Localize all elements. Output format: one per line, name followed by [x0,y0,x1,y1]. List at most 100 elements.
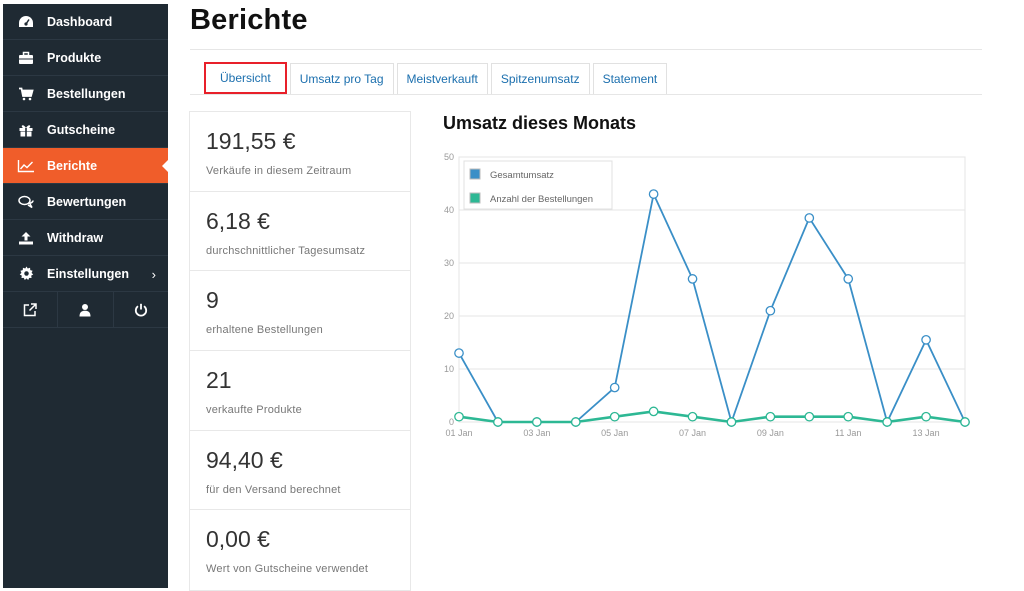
tab-meistverkauft[interactable]: Meistverkauft [396,63,488,94]
sidebar-item-label: Bestellungen [47,86,126,101]
y-tick-label: 0 [449,417,454,427]
x-tick-label: 03 Jan [523,428,550,438]
data-point [454,348,464,358]
stat-label: verkaufte Produkte [206,404,302,417]
cart-icon [17,85,35,103]
stat-label: Verkäufe in diesem Zeitraum [206,165,352,177]
stat-card: 0,00 € Wert von Gutscheine verwendet [190,510,410,590]
x-tick-label: 09 Jan [757,428,784,438]
data-point [882,417,893,427]
x-tick-label: 13 Jan [913,428,940,438]
data-point [960,417,970,427]
data-point [921,411,931,422]
sidebar: Dashboard Produkte Bestellungen Gutschei… [3,4,169,588]
legend-label: Gesamtumsatz [490,170,554,181]
data-point [765,411,776,422]
y-tick-label: 50 [444,152,454,162]
y-tick-label: 20 [444,311,454,321]
sidebar-item-produkte[interactable]: Produkte [3,40,168,76]
line-chart-icon [17,157,35,175]
sidebar-item-label: Produkte [47,50,102,65]
stat-card: 94,40 € für den Versand berechnet [190,431,410,511]
stat-card: 6,18 € durchschnittlicher Tagesumsatz [190,192,410,272]
data-point [609,411,620,422]
sidebar-item-gutscheine[interactable]: Gutscheine [3,112,168,148]
gift-icon [17,121,35,139]
legend-box [463,160,613,210]
stat-value: 94,40 € [206,446,283,473]
data-point [726,417,737,427]
tab-uebersicht[interactable]: Übersicht [204,62,287,94]
stat-card: 9 erhaltene Bestellungen [190,271,410,352]
tab-umsatz-pro-tag[interactable]: Umsatz pro Tag [289,63,394,94]
x-tick-label: 11 Jan [835,428,861,438]
sidebar-item-label: Dashboard [47,14,113,29]
stat-value: 191,55 € [206,128,296,154]
sidebar-item-label: Berichte [47,158,98,173]
sales-line-chart: 0 10 20 30 40 50 01 Jan 03 Jan 05 Jan 07 Jan 09 Ja… [444,152,970,438]
stat-card: 191,55 € Verkäufe in diesem Zeitraum [190,112,410,192]
x-tick-label: 07 Jan [679,428,706,438]
comments-icon [17,193,35,211]
divider [190,94,982,95]
x-tick-label: 05 Jan [601,428,628,438]
data-point [609,382,620,393]
sidebar-item-label: Bewertungen [47,194,127,209]
legend-swatch [469,168,481,180]
data-point [843,411,854,422]
data-point [570,417,581,427]
stat-card: 21 verkaufte Produkte [190,351,410,431]
briefcase-icon [17,49,35,67]
report-tabs: Übersicht Umsatz pro Tag Meistverkauft S… [204,62,670,94]
divider [190,49,982,50]
page-title: Berichte [190,4,308,36]
stat-value: 9 [206,287,219,314]
x-tick-label: 01 Jan [445,428,472,438]
data-point [648,189,659,199]
data-point [765,305,776,316]
gear-icon [17,265,35,283]
data-point [687,411,698,422]
chart-title: Umsatz dieses Monats [443,113,637,133]
series-line [458,191,966,426]
stat-label: Wert von Gutscheine verwendet [206,563,369,576]
sidebar-item-berichte[interactable]: Berichte [3,148,169,184]
data-point [493,417,503,427]
sidebar-item-bestellungen[interactable]: Bestellungen [3,76,168,112]
chevron-right-icon: › [151,267,156,282]
data-point [454,411,464,422]
stat-value: 0,00 € [206,526,270,553]
series-line [458,410,966,424]
y-tick-label: 30 [444,258,454,268]
stat-label: erhaltene Bestellungen [206,324,323,337]
user-icon[interactable] [58,292,114,327]
data-point [531,417,542,427]
stat-value: 21 [206,367,232,394]
tab-statement[interactable]: Statement [592,63,668,94]
sidebar-item-label: Gutscheine [47,122,116,137]
y-tick-label: 10 [444,364,454,374]
stat-label: durchschnittlicher Tagesumsatz [206,244,366,257]
sidebar-item-withdraw[interactable]: Withdraw [3,220,168,256]
legend-label: Anzahl der Bestellungen [490,194,593,205]
dashboard-icon [17,13,35,31]
sidebar-item-dashboard[interactable]: Dashboard [3,4,168,40]
sidebar-bottom-actions [3,292,168,328]
data-point [804,411,815,422]
y-tick-label: 40 [444,205,454,215]
sidebar-item-bewertungen[interactable]: Bewertungen [3,184,168,220]
stat-value: 6,18 € [206,207,270,234]
upload-icon [17,229,35,247]
legend-swatch [469,192,481,204]
data-point [921,335,931,345]
sidebar-item-label: Withdraw [47,230,104,245]
data-point [804,213,815,223]
sidebar-item-label: Einstellungen [47,266,129,281]
sidebar-item-einstellungen[interactable]: Einstellungen › [3,256,168,292]
data-point [648,406,659,417]
data-point [843,274,854,284]
power-icon[interactable] [114,292,168,327]
tab-spitzenumsatz[interactable]: Spitzenumsatz [490,63,590,94]
stat-label: für den Versand berechnet [206,483,341,496]
external-link-icon[interactable] [3,292,59,327]
